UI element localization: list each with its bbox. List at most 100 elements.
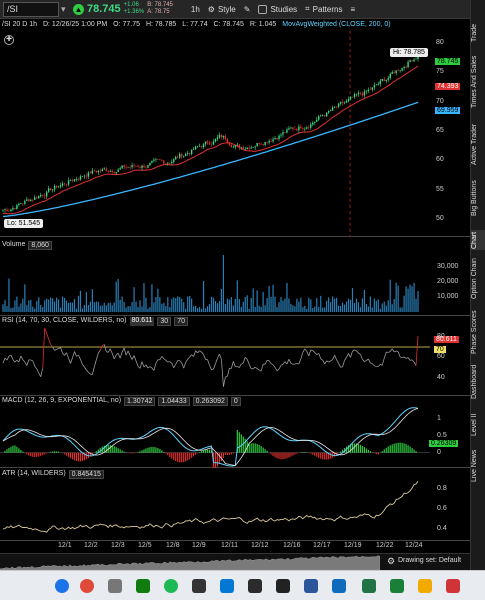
ask-value: A: 78.75 <box>147 9 170 15</box>
osc-segment <box>38 372 42 377</box>
candle-body <box>36 197 38 199</box>
sidebar-tab-dashboard[interactable]: Dashboard <box>471 364 478 400</box>
volume-bar <box>266 298 268 312</box>
sidebar-tab-active-trader[interactable]: Active Trader <box>471 123 478 165</box>
candle-body <box>95 170 98 173</box>
chrome-icon[interactable] <box>80 579 94 593</box>
app-icon[interactable] <box>192 579 206 593</box>
calculator-icon[interactable] <box>108 579 122 593</box>
outlook-icon[interactable] <box>332 579 346 593</box>
osc-segment <box>403 356 407 359</box>
candle-body <box>224 135 227 140</box>
macd-histogram-bar <box>276 452 278 459</box>
volume-bar <box>119 299 121 312</box>
volume-bar <box>222 255 225 312</box>
sidebar-tab-trade[interactable]: Trade <box>471 23 478 43</box>
macd-histogram-bar <box>244 438 246 453</box>
candle-body <box>222 135 225 138</box>
candle-body <box>413 59 415 62</box>
macd-histogram-bar <box>200 451 203 453</box>
macd-histogram-bar <box>322 452 324 460</box>
store-icon[interactable] <box>220 579 234 593</box>
pdf-icon[interactable] <box>276 579 290 593</box>
candle-body <box>373 85 376 88</box>
chevron-down-icon[interactable]: ▾ <box>61 3 66 14</box>
sidebar-tab-level-ii[interactable]: Level II <box>471 413 478 437</box>
settings-icon[interactable]: ✚ <box>4 35 14 45</box>
volume-bar <box>93 302 95 312</box>
xbox-icon[interactable] <box>136 579 150 593</box>
macd-histogram-bar <box>294 452 296 455</box>
volume-bar <box>34 308 36 312</box>
macd-histogram-bar <box>284 452 286 459</box>
macd-histogram-bar <box>391 444 393 453</box>
sidebar-tab-live-news[interactable]: Live News <box>471 449 478 483</box>
security-icon[interactable] <box>446 579 460 593</box>
excel-icon[interactable] <box>362 579 376 593</box>
volume-bar <box>36 301 38 312</box>
sidebar-tab-chart[interactable]: Chart <box>471 230 485 250</box>
menu-button[interactable]: ≡ <box>350 5 355 14</box>
studies-button[interactable]: Studies <box>258 4 297 14</box>
drawing-set[interactable]: Drawing set: Default <box>398 557 462 564</box>
osc-segment <box>226 368 230 377</box>
overview-chart[interactable] <box>0 553 380 570</box>
sidebar-tab-times-and-sales[interactable]: Times And Sales <box>471 55 478 109</box>
volume-bar <box>103 302 105 312</box>
candle-body <box>357 92 360 95</box>
osc-segment <box>328 360 331 363</box>
macd-histogram-bar <box>30 452 32 457</box>
game-icon[interactable] <box>390 579 404 593</box>
price-axis-tick: 60 <box>436 156 444 164</box>
candle-body <box>111 170 113 173</box>
volume-bar <box>300 297 302 312</box>
sidebar-tab-big-buttons[interactable]: Big Buttons <box>471 180 478 216</box>
osc-segment <box>95 353 99 360</box>
rsi-panel[interactable]: RSI (14, 70, 30, CLOSE, WILDERS, no) 80.… <box>0 316 470 396</box>
sidebar-tab-phase-scores[interactable]: Phase Scores <box>471 310 478 354</box>
volume-bar <box>337 305 340 312</box>
volume-panel[interactable]: Volume 8,060 30,000 20,000 10,000 <box>0 240 470 316</box>
spotify-icon[interactable] <box>164 579 178 593</box>
macd-histogram-bar <box>381 451 383 453</box>
volume-bar <box>206 306 209 312</box>
macd-panel[interactable]: MACD (12, 26, 9, EXPONENTIAL, no) 1.3074… <box>0 396 470 468</box>
volume-bar <box>123 301 125 312</box>
macd-histogram-bar <box>58 451 60 453</box>
style-button[interactable]: ⚙ Style <box>208 5 236 14</box>
osc-segment <box>238 363 242 368</box>
macd-histogram-bar <box>12 445 14 453</box>
volume-bar <box>228 299 230 312</box>
edge-icon[interactable] <box>55 579 69 593</box>
word-icon[interactable] <box>304 579 318 593</box>
candle-body <box>125 167 127 168</box>
volume-bar <box>155 297 157 312</box>
volume-bar <box>187 296 189 312</box>
osc-segment <box>106 351 109 353</box>
osc-segment <box>207 359 210 366</box>
osc-segment <box>60 347 63 354</box>
volume-bar <box>69 302 72 312</box>
patterns-button[interactable]: ⌗ Patterns <box>305 4 342 14</box>
interval-button[interactable]: 1h <box>191 5 200 14</box>
candle-body <box>343 102 346 104</box>
macd-histogram-bar <box>353 443 356 453</box>
osc-segment <box>149 366 153 369</box>
date-tick: 12/12 <box>251 542 269 549</box>
monitor-icon[interactable] <box>248 579 262 593</box>
candle-body <box>175 156 177 160</box>
macd-histogram-bar <box>77 452 80 462</box>
macd-histogram-bar <box>240 434 242 453</box>
atr-panel[interactable]: ATR (14, WILDERS) 0.845415 0.8 0.6 0.4 <box>0 469 470 541</box>
pencil-button[interactable]: ✎ <box>244 5 251 14</box>
candle-body <box>105 168 107 171</box>
symbol-input[interactable]: /SI <box>3 1 59 17</box>
volume-bar <box>367 306 369 312</box>
price-panel[interactable]: ✚ Hi: 78.785 Lo: 51.545 78.745 74.393 69… <box>0 31 470 237</box>
sidebar-tab-option-chain[interactable]: Option Chain <box>471 258 478 300</box>
folder-icon[interactable] <box>418 579 432 593</box>
drawing-settings-icon[interactable]: ⚙ <box>387 556 396 566</box>
osc-segment <box>308 349 312 357</box>
volume-bar <box>59 307 62 312</box>
chart-toolbar: /SI ▾ ▲ 78.745 +1.06 +1.36% B: 78.745 A:… <box>0 0 470 19</box>
